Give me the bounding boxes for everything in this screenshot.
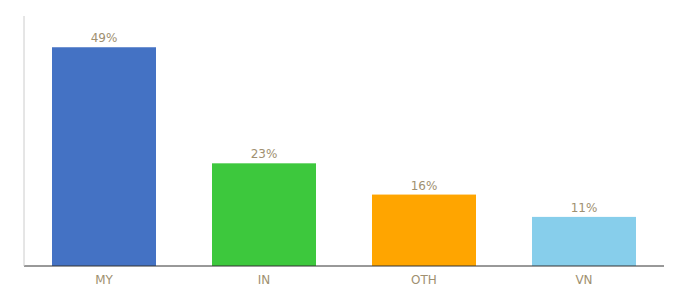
x-tick-label: OTH bbox=[411, 273, 437, 287]
bars bbox=[52, 47, 636, 266]
data-label: 23% bbox=[251, 147, 278, 161]
x-tick-label: IN bbox=[258, 273, 271, 287]
x-tick-label: MY bbox=[95, 273, 113, 287]
bar bbox=[532, 217, 636, 266]
bar bbox=[372, 195, 476, 266]
data-label: 16% bbox=[411, 179, 438, 193]
bar bbox=[52, 47, 156, 266]
x-axis-line bbox=[24, 266, 664, 267]
y-axis-line bbox=[24, 16, 25, 266]
data-label: 49% bbox=[91, 31, 118, 45]
chart-container: 49% 23% 16% 11% MY IN OTH VN bbox=[0, 0, 680, 300]
bar bbox=[212, 163, 316, 266]
data-label: 11% bbox=[571, 201, 598, 215]
x-tick-label: VN bbox=[575, 273, 592, 287]
chart-svg: 49% 23% 16% 11% MY IN OTH VN bbox=[0, 0, 680, 300]
